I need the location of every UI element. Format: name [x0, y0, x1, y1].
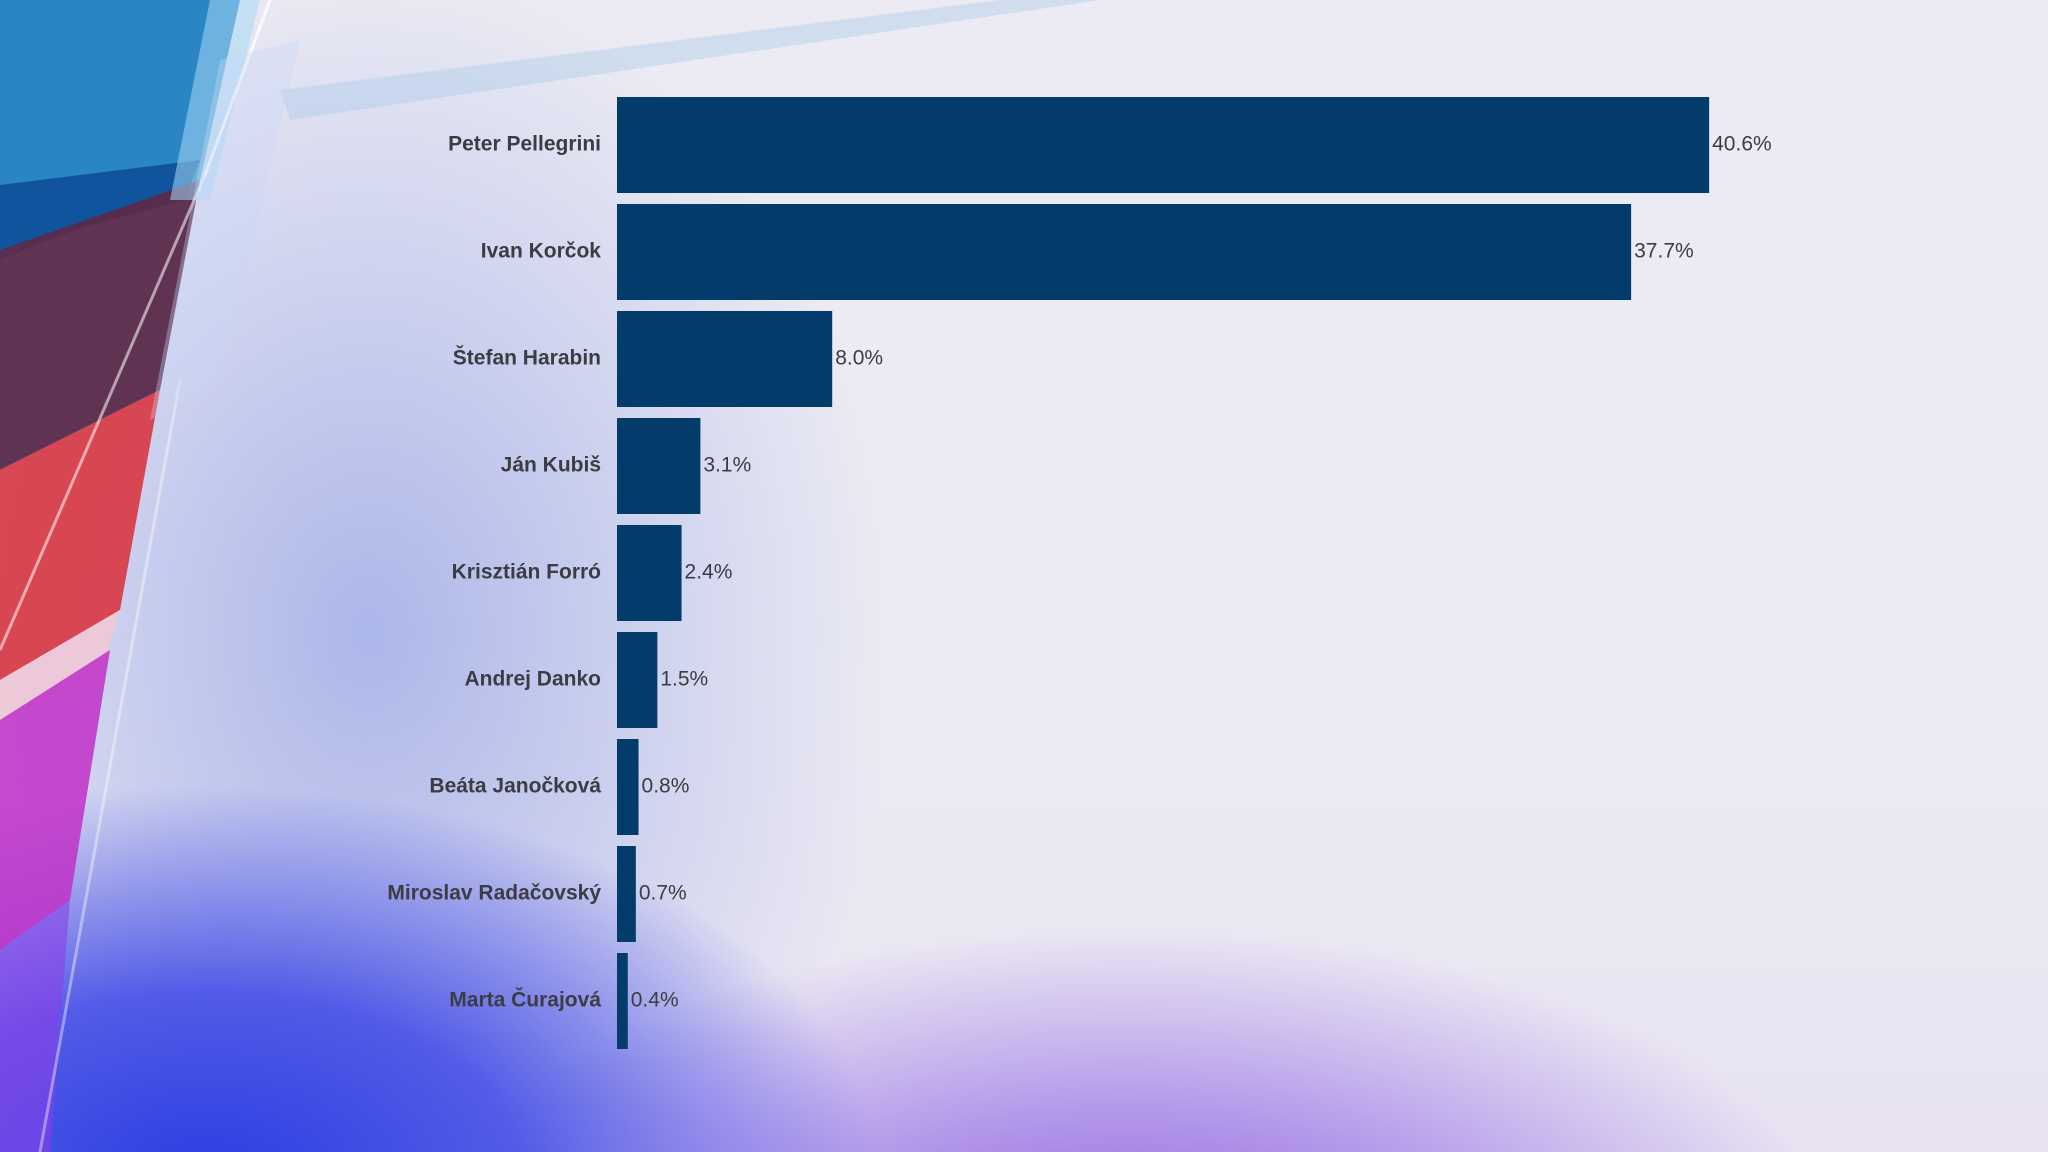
value-label-5: 2.4% [685, 561, 733, 584]
bg-panel-pink [0, 610, 120, 720]
bar-3 [617, 311, 833, 407]
value-label-4: 3.1% [703, 454, 751, 477]
value-label-3: 8.0% [835, 347, 883, 370]
category-label-7: Beáta Janočková [429, 775, 601, 798]
value-label-9: 0.4% [631, 989, 679, 1012]
bar-8 [617, 846, 636, 942]
value-label-8: 0.7% [639, 882, 687, 905]
category-label-8: Miroslav Radačovský [387, 882, 601, 905]
category-label-1: Peter Pellegrini [448, 133, 601, 156]
category-label-2: Ivan Korčok [481, 240, 602, 263]
bg-streak-2 [280, 0, 1100, 120]
category-label-4: Ján Kubiš [501, 454, 601, 477]
category-label-6: Andrej Danko [464, 668, 601, 691]
bg-line-2 [0, 174, 207, 651]
bg-panel-red [0, 390, 160, 680]
bar-1 [617, 97, 1710, 193]
bg-glass-panel [150, 40, 300, 420]
value-label-2: 37.7% [1634, 240, 1694, 263]
bar-5 [617, 525, 682, 621]
category-label-3: Štefan Harabin [453, 346, 601, 370]
bg-line-1 [203, 0, 272, 176]
bars-group: Peter Pellegrini 40.6% Ivan Korčok 37.7% Šte… [387, 97, 1772, 1049]
value-label-1: 40.6% [1712, 133, 1772, 156]
bg-streak-1 [170, 0, 260, 200]
bar-2 [617, 204, 1632, 300]
bar-6 [617, 632, 658, 728]
bar-9 [617, 953, 628, 1049]
bg-line-3 [38, 379, 182, 1152]
bar-4 [617, 418, 701, 514]
bar-7 [617, 739, 639, 835]
bg-panel-maroon [0, 180, 200, 470]
bg-panel-blue-dark [0, 160, 200, 250]
category-label-5: Krisztián Forró [452, 561, 601, 584]
bg-panel-magenta [0, 650, 110, 950]
value-label-7: 0.8% [642, 775, 690, 798]
category-label-9: Marta Čurajová [449, 988, 601, 1012]
bg-panel-violet [0, 900, 70, 1152]
value-label-6: 1.5% [660, 668, 708, 691]
